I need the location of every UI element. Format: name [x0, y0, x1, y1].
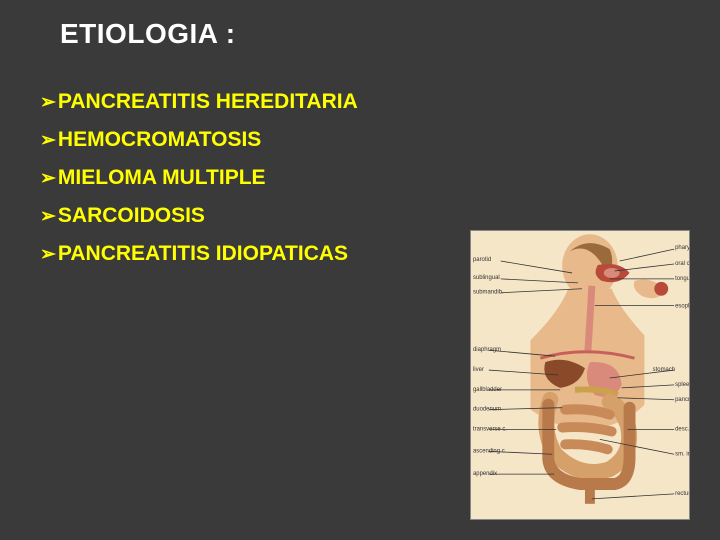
slide-container: ETIOLOGIA : ➢ PANCREATITIS HEREDITARIA ➢… [0, 0, 720, 540]
svg-text:duodenum: duodenum [473, 407, 501, 413]
anatomy-svg-icon: pharynx oral cavity tongue esophagus par… [471, 231, 689, 519]
chevron-right-icon: ➢ [40, 167, 56, 190]
svg-text:esophagus: esophagus [675, 304, 689, 310]
svg-text:desc. colon: desc. colon [675, 426, 689, 432]
svg-text:stomach: stomach [653, 367, 675, 373]
chevron-right-icon: ➢ [40, 129, 56, 152]
svg-text:ascending c.: ascending c. [473, 448, 507, 454]
svg-text:tongue: tongue [675, 276, 689, 282]
chevron-right-icon: ➢ [40, 243, 56, 266]
svg-text:pancreas: pancreas [675, 397, 689, 403]
chevron-right-icon: ➢ [40, 91, 56, 114]
svg-text:sublingual: sublingual [473, 275, 500, 281]
svg-text:gallbladder: gallbladder [473, 387, 502, 393]
bullet-text: MIELOMA MULTIPLE [58, 166, 266, 190]
svg-text:rectum: rectum [675, 491, 689, 497]
list-item: ➢ PANCREATITIS HEREDITARIA [40, 90, 680, 114]
slide-title: ETIOLOGIA : [60, 18, 680, 50]
bullet-text: HEMOCROMATOSIS [58, 128, 261, 152]
svg-text:transverse c.: transverse c. [473, 426, 507, 432]
bullet-text: PANCREATITIS HEREDITARIA [58, 90, 358, 114]
svg-text:pharynx: pharynx [675, 245, 689, 251]
bullet-text: PANCREATITIS IDIOPATICAS [58, 242, 348, 266]
svg-text:sm. intestine: sm. intestine [675, 451, 689, 457]
svg-text:submandib.: submandib. [473, 290, 504, 296]
chevron-right-icon: ➢ [40, 205, 56, 228]
svg-text:diaphragm: diaphragm [473, 347, 501, 353]
svg-text:liver: liver [473, 367, 484, 373]
anatomy-illustration: pharynx oral cavity tongue esophagus par… [470, 230, 690, 520]
list-item: ➢ HEMOCROMATOSIS [40, 128, 680, 152]
svg-text:appendix: appendix [473, 471, 497, 477]
bullet-text: SARCOIDOSIS [58, 204, 205, 228]
svg-text:parotid: parotid [473, 257, 491, 263]
svg-text:oral cavity: oral cavity [675, 261, 689, 267]
svg-text:spleen: spleen [675, 382, 689, 388]
list-item: ➢ SARCOIDOSIS [40, 204, 680, 228]
list-item: ➢ MIELOMA MULTIPLE [40, 166, 680, 190]
